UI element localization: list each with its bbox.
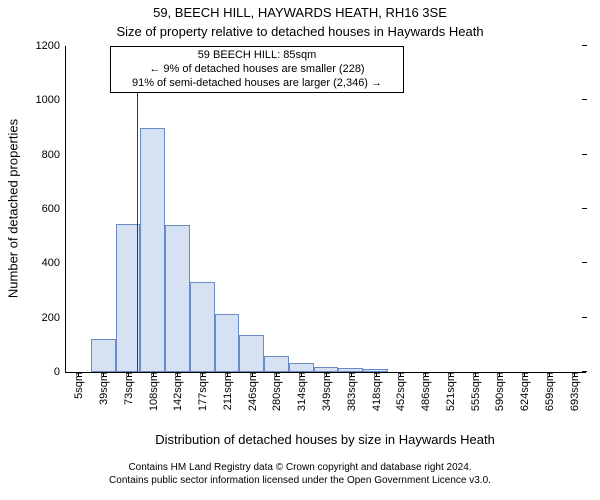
footer-line-2: Contains public sector information licen… bbox=[0, 475, 600, 488]
chart-title-address: 59, BEECH HILL, HAYWARDS HEATH, RH16 3SE bbox=[0, 5, 600, 20]
y-tick-mark bbox=[582, 262, 587, 263]
y-tick-mark bbox=[582, 371, 587, 372]
histogram-bar bbox=[215, 314, 240, 372]
x-tick-label: 108sqm bbox=[146, 372, 160, 411]
reference-line bbox=[137, 46, 138, 372]
x-tick-label: 73sqm bbox=[121, 372, 135, 405]
y-tick-label: 200 bbox=[42, 312, 66, 324]
x-tick-label: 693sqm bbox=[567, 372, 581, 411]
info-line-1: 59 BEECH HILL: 85sqm bbox=[117, 49, 397, 63]
y-tick-mark bbox=[582, 99, 587, 100]
x-tick-label: 555sqm bbox=[468, 372, 482, 411]
histogram-bar bbox=[264, 356, 289, 372]
info-line-3: 91% of semi-detached houses are larger (… bbox=[117, 77, 397, 91]
x-tick-label: 383sqm bbox=[344, 372, 358, 411]
x-tick-label: 246sqm bbox=[245, 372, 259, 411]
histogram-bar bbox=[91, 339, 116, 372]
info-box: 59 BEECH HILL: 85sqm ← 9% of detached ho… bbox=[110, 46, 404, 93]
y-tick-mark bbox=[582, 208, 587, 209]
histogram-bar bbox=[165, 225, 190, 372]
footer-line-1: Contains HM Land Registry data © Crown c… bbox=[0, 462, 600, 475]
chart-subtitle: Size of property relative to detached ho… bbox=[0, 24, 600, 39]
y-tick-mark bbox=[582, 154, 587, 155]
x-tick-label: 177sqm bbox=[195, 372, 209, 411]
histogram-bar bbox=[190, 282, 215, 372]
histogram-bar bbox=[239, 335, 264, 372]
y-tick-label: 1000 bbox=[36, 94, 66, 106]
x-tick-label: 590sqm bbox=[492, 372, 506, 411]
x-tick-label: 39sqm bbox=[96, 372, 110, 405]
y-tick-mark bbox=[582, 45, 587, 46]
histogram-bar bbox=[289, 363, 314, 373]
y-tick-label: 1200 bbox=[36, 40, 66, 52]
y-axis-label: Number of detached properties bbox=[6, 109, 21, 309]
x-tick-label: 280sqm bbox=[269, 372, 283, 411]
y-tick-label: 800 bbox=[42, 149, 66, 161]
x-tick-label: 624sqm bbox=[517, 372, 531, 411]
x-tick-label: 521sqm bbox=[443, 372, 457, 411]
footer-attribution: Contains HM Land Registry data © Crown c… bbox=[0, 462, 600, 487]
info-line-2: ← 9% of detached houses are smaller (228… bbox=[117, 63, 397, 77]
y-tick-mark bbox=[582, 317, 587, 318]
x-tick-label: 418sqm bbox=[369, 372, 383, 411]
x-tick-label: 142sqm bbox=[170, 372, 184, 411]
x-tick-label: 314sqm bbox=[294, 372, 308, 411]
y-tick-label: 400 bbox=[42, 257, 66, 269]
x-tick-label: 211sqm bbox=[220, 372, 234, 410]
y-tick-label: 0 bbox=[54, 366, 66, 378]
histogram-bar bbox=[140, 128, 165, 373]
y-tick-label: 600 bbox=[42, 203, 66, 215]
x-tick-label: 659sqm bbox=[542, 372, 556, 411]
chart-container: 59, BEECH HILL, HAYWARDS HEATH, RH16 3SE… bbox=[0, 0, 600, 500]
x-axis-label: Distribution of detached houses by size … bbox=[65, 432, 585, 447]
x-tick-label: 452sqm bbox=[393, 372, 407, 411]
plot-area: 0200400600800100012005sqm39sqm73sqm108sq… bbox=[65, 46, 586, 373]
x-tick-label: 486sqm bbox=[418, 372, 432, 411]
x-tick-label: 5sqm bbox=[71, 372, 85, 399]
x-tick-label: 349sqm bbox=[319, 372, 333, 411]
